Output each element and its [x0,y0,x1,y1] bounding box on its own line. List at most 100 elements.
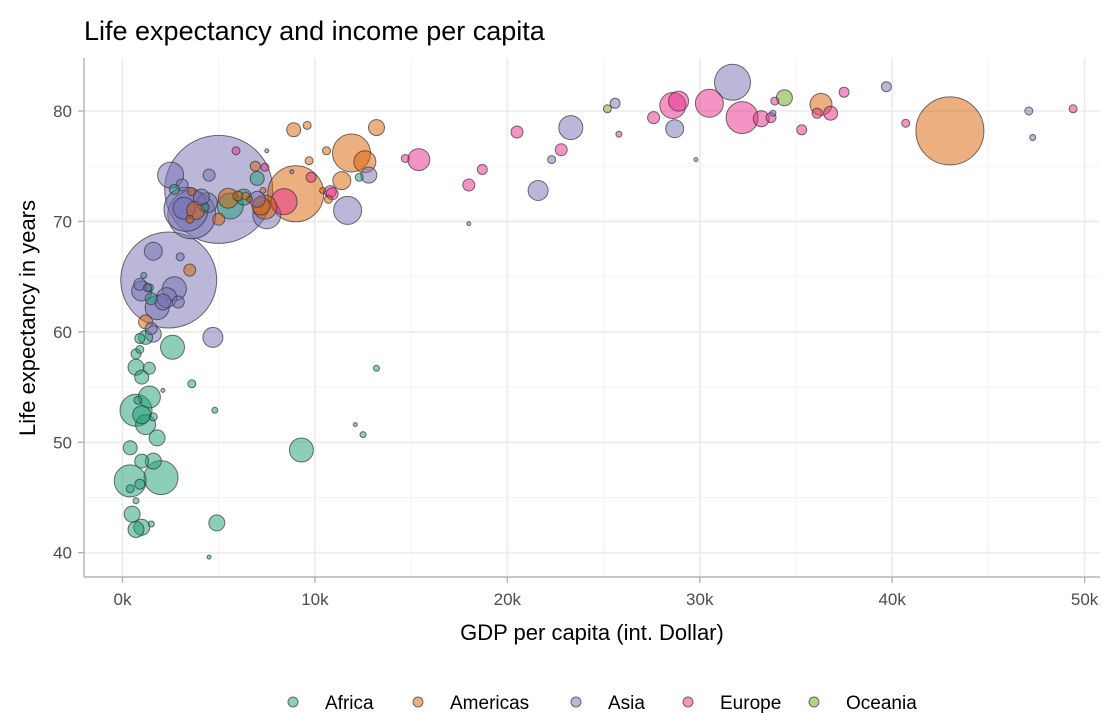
data-point-americas [212,212,226,226]
data-point-asia [714,63,751,101]
data-point-americas [286,122,302,138]
data-point-europe [811,107,823,119]
legend-label: Oceania [846,693,917,713]
data-point-asia [333,195,363,225]
x-tick-label: 10k [301,590,329,609]
legend-label: Americas [450,693,529,713]
data-point-africa [132,497,140,505]
legend-key-americas [412,696,424,708]
data-point-americas [187,187,197,197]
data-point-africa [123,505,141,523]
y-axis-ticks: 40 50 60 70 80 [53,102,84,563]
bubbles [113,63,1078,560]
data-point-africa [125,484,135,494]
data-point-europe [231,146,241,156]
legend-item-asia: Asia [570,693,645,713]
data-point-europe [554,143,568,157]
y-axis-title: Life expectancy in years [15,200,40,436]
data-point-americas [915,96,985,166]
data-point-africa [148,412,158,422]
data-point-africa [127,521,145,538]
data-point-americas [259,187,267,194]
data-point-asia [547,155,557,165]
legend-key-oceania [808,696,820,708]
data-point-africa [200,202,210,212]
data-point-asia [202,168,216,182]
data-point-europe [400,154,410,163]
legend-key-europe [682,696,694,708]
data-point-africa [187,379,197,389]
legend-item-americas: Americas [412,693,529,713]
data-point-americas [185,214,195,224]
x-axis-title: GDP per capita (int. Dollar) [460,620,724,645]
data-point-asia [289,169,295,175]
data-point-africa [352,422,358,428]
y-tick-label: 50 [53,433,72,452]
legend-item-africa: Africa [287,693,374,713]
data-point-africa [142,361,156,375]
y-tick-label: 70 [53,212,72,231]
data-point-americas [304,156,314,166]
data-point-africa [122,440,138,456]
data-point-asia [143,283,152,293]
data-point-africa [147,520,155,528]
data-point-africa [135,345,145,354]
x-tick-label: 50k [1071,590,1099,609]
data-point-africa [288,437,314,463]
data-point-africa [134,453,150,469]
data-point-asia [880,81,892,93]
data-point-europe [668,90,690,112]
data-point-americas [323,194,333,204]
data-point-americas [183,263,197,277]
data-point-europe [770,96,780,106]
data-point-asia [609,97,621,109]
data-point-asia [665,119,685,139]
data-point-africa [134,478,146,490]
data-point-africa [373,364,380,372]
data-point-europe [823,105,839,121]
data-point-africa [206,554,212,560]
y-tick-label: 60 [53,323,72,342]
data-point-asia [693,157,699,163]
legend-key-africa [287,696,299,708]
legend: Africa Americas Asia Europe Oceania [287,693,917,713]
data-point-africa [140,272,148,279]
data-point-americas [368,119,385,137]
data-point-asia [1029,134,1037,141]
data-point-europe [476,164,488,175]
data-point-europe [462,178,476,192]
legend-key-asia [570,696,582,708]
legend-label: Asia [608,693,645,713]
data-point-asia [144,322,158,335]
data-point-europe [1068,104,1078,114]
data-point-oceania [775,89,793,107]
data-point-africa [354,172,364,182]
data-point-europe [694,88,724,118]
data-point-africa [148,429,166,447]
x-tick-label: 20k [494,590,522,609]
data-point-asia [202,326,224,348]
data-point-asia [1024,106,1034,116]
legend-label: Europe [720,693,781,713]
data-point-americas [249,160,261,172]
data-point-africa [160,387,166,393]
legend-item-oceania: Oceania [808,693,917,713]
chart-title: Life expectancy and income per capita [84,16,546,46]
data-point-americas [246,195,253,203]
data-point-asia [769,109,777,117]
data-point-asia [175,252,185,262]
x-tick-label: 30k [686,590,714,609]
data-point-africa [249,170,265,186]
legend-item-europe: Europe [682,693,781,713]
x-tick-label: 40k [878,590,906,609]
data-point-europe [838,86,850,98]
data-point-oceania [602,104,612,114]
data-point-africa [134,369,150,385]
data-point-africa [134,333,146,344]
data-point-asia [360,166,378,184]
data-point-asia [171,295,185,309]
data-point-africa [137,385,161,409]
data-point-asia [143,241,163,261]
data-point-europe [305,171,317,183]
